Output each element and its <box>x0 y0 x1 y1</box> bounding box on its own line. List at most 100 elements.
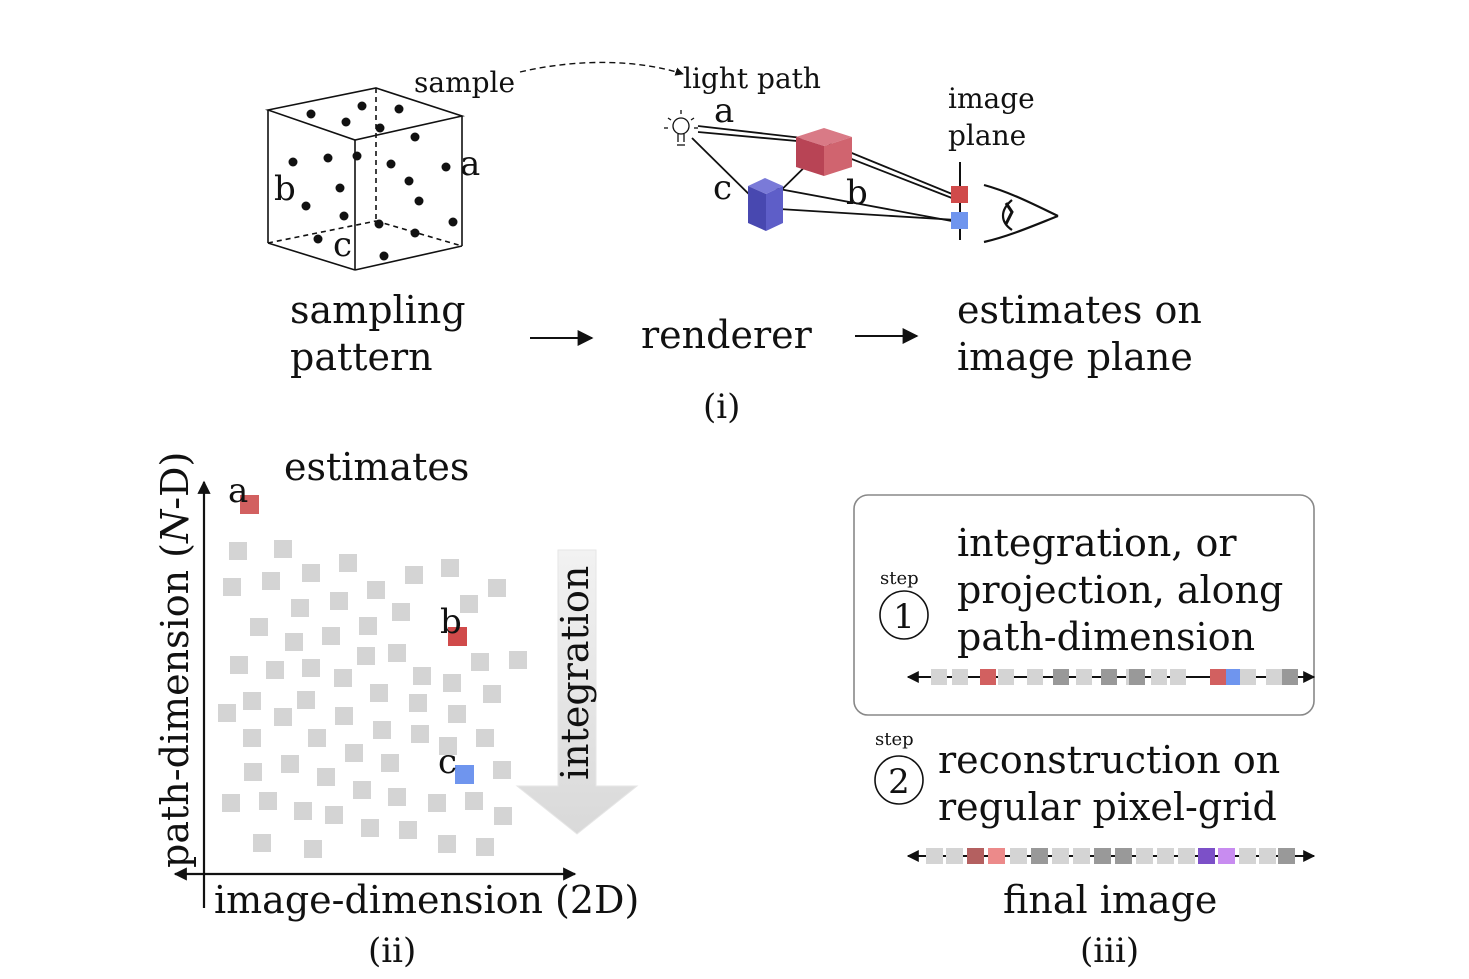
gray-estimate <box>302 659 320 677</box>
light-path-label: light path <box>683 62 821 95</box>
sample-to-path-arrow <box>519 61 684 76</box>
gray-estimate <box>367 581 385 599</box>
sample-dot <box>410 228 420 238</box>
gray-estimate <box>243 729 261 747</box>
sample-dot <box>341 117 351 127</box>
strip-cell <box>1278 848 1295 864</box>
gray-estimate <box>411 725 429 743</box>
strip-cell <box>1010 848 1027 864</box>
x-axis-label: image-dimension (2D) <box>214 878 639 922</box>
gray-estimate <box>335 707 353 725</box>
cube-label-c: c <box>333 225 352 265</box>
strip-cell <box>1178 848 1195 864</box>
strip-cell <box>1115 848 1132 864</box>
strip-cell <box>1073 848 1090 864</box>
gray-estimate <box>330 592 348 610</box>
estimates-title: estimates <box>284 445 469 489</box>
gray-estimate <box>448 705 466 723</box>
gray-estimate <box>222 794 240 812</box>
cube-label-b: b <box>274 169 296 209</box>
renderer-label: renderer <box>641 313 813 357</box>
strip-cell <box>1218 848 1235 864</box>
ray-label-a: a <box>714 91 734 131</box>
strip-cell <box>1266 669 1282 685</box>
gray-estimate <box>230 656 248 674</box>
gray-estimate <box>259 792 277 810</box>
gray-estimate <box>476 729 494 747</box>
image-plane-label-2: plane <box>948 119 1026 152</box>
strip-cell <box>1151 669 1167 685</box>
light-bulb-icon <box>664 110 698 146</box>
sampling-pattern-line2: pattern <box>290 335 433 379</box>
strip-cell <box>1226 669 1242 685</box>
sampling-pattern-line1: sampling <box>290 288 466 332</box>
sample-dot <box>410 132 420 142</box>
strip-cell <box>946 848 963 864</box>
estimates-label-1: estimates on <box>957 288 1202 332</box>
step1-circle <box>879 590 929 640</box>
panel-i: a b c sample light path <box>264 61 1202 427</box>
gray-estimate <box>438 835 456 853</box>
step2-word: step <box>875 729 914 750</box>
gray-estimate <box>493 761 511 779</box>
gray-estimate <box>294 802 312 820</box>
sample-label: sample <box>414 66 515 99</box>
strip-cell <box>1031 848 1048 864</box>
red-cube <box>796 128 852 176</box>
strip-cell <box>1136 848 1153 864</box>
strip-cell <box>1198 848 1215 864</box>
strip-cell <box>926 848 943 864</box>
strip-cell <box>1076 669 1092 685</box>
strip-cell <box>931 669 947 685</box>
gray-estimate <box>443 674 461 692</box>
image-plane-label-1: image <box>948 82 1035 115</box>
gray-estimate <box>325 806 343 824</box>
strip-cell <box>1210 669 1226 685</box>
sample-dot <box>339 211 349 221</box>
strip-cell <box>998 669 1014 685</box>
ray-label-b: b <box>846 173 868 213</box>
step2-circle <box>874 755 924 805</box>
gray-estimate <box>460 595 478 613</box>
panel-ii: estimates path-dimension (N-D) image-dim… <box>153 445 639 971</box>
sample-dot <box>352 151 362 161</box>
gray-estimate <box>274 708 292 726</box>
gray-estimate <box>488 579 506 597</box>
gray-estimate <box>253 834 271 852</box>
gray-estimate <box>370 684 388 702</box>
sample-dot <box>375 123 385 133</box>
gray-estimate <box>428 794 446 812</box>
sampling-cube <box>264 87 466 271</box>
gray-estimate <box>388 644 406 662</box>
gray-estimate <box>471 653 489 671</box>
gray-estimate <box>392 603 410 621</box>
strip-cell <box>1094 848 1111 864</box>
gray-estimate <box>262 572 280 590</box>
strip-cell <box>988 848 1005 864</box>
gray-estimate-squares <box>218 540 527 858</box>
integration-label: integration <box>553 566 597 780</box>
caption-i: (i) <box>703 387 740 427</box>
gray-estimate <box>281 755 299 773</box>
sample-dot <box>404 176 414 186</box>
caption-iii: (iii) <box>1080 931 1139 971</box>
projection-strip <box>931 669 1298 685</box>
image-plane-blue-sample <box>951 212 968 229</box>
gray-estimate <box>465 792 483 810</box>
sample-dot <box>414 196 424 206</box>
strip-cell <box>1240 669 1256 685</box>
sample-dot <box>357 101 367 111</box>
sample-dots <box>288 101 458 261</box>
sample-dot <box>301 201 311 211</box>
pixel-grid-strip <box>926 848 1295 864</box>
strip-cell <box>1282 669 1298 685</box>
gray-estimate <box>381 754 399 772</box>
estimate-a <box>240 495 259 514</box>
gray-estimate <box>509 651 527 669</box>
step1-box <box>853 494 1315 716</box>
estimate-label-b: b <box>440 602 462 642</box>
gray-estimate <box>405 566 423 584</box>
estimate-label-a: a <box>228 471 248 511</box>
estimates-label-2: image plane <box>957 335 1193 379</box>
